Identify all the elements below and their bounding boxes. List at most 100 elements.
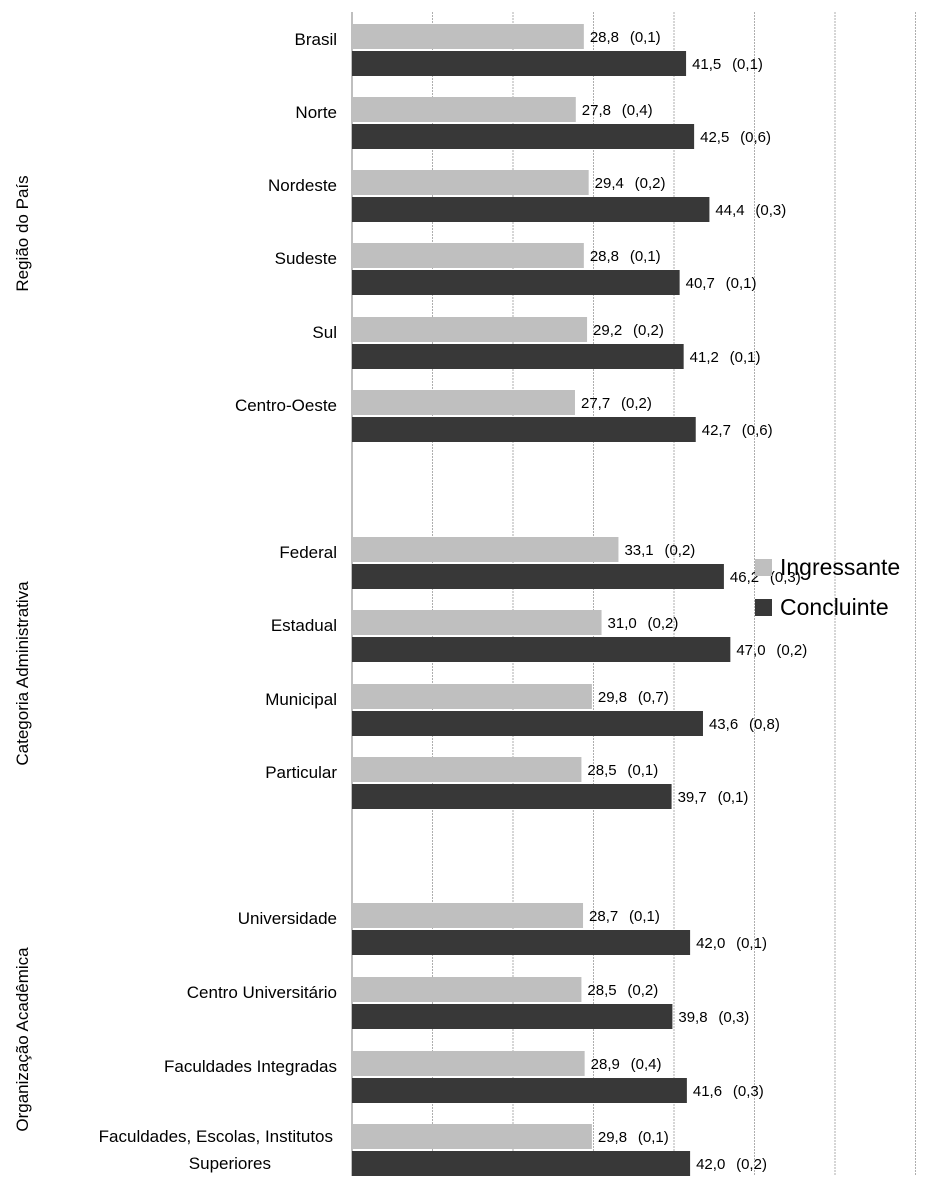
value-label: 42,7 [702,422,731,439]
bar-ingressante-centro-oeste [352,390,575,415]
bar-ingressante-sul [352,317,588,342]
category-label-line: Faculdades, Escolas, Institutos [99,1127,333,1146]
value-label: 29,4 [595,175,624,192]
error-label: (0,2) [627,982,658,999]
bar-ingressante-universidade [352,903,584,928]
error-label: (0,3) [770,569,801,586]
legend-swatch-ingressante [755,559,772,576]
category-label-brasil: Brasil [294,30,337,49]
error-label: (0,1) [736,935,767,952]
value-label: 43,6 [709,716,738,733]
bar-concluinte-centro-oeste [352,417,696,442]
bar-ingressante-estadual [352,610,602,635]
value-label: 28,5 [587,982,616,999]
value-label: 28,8 [590,29,619,46]
bar-ingressante-centro-universitario [352,977,582,1002]
category-label-line: Superiores [189,1154,271,1173]
legend-label-ingressante: Ingressante [780,554,900,580]
bar-concluinte-universidade [352,930,691,955]
value-label: 41,6 [693,1083,722,1100]
error-label: (0,3) [733,1083,764,1100]
error-label: (0,6) [740,129,771,146]
value-label: 29,8 [598,1129,627,1146]
value-label: 46,2 [730,569,759,586]
value-label: 31,0 [608,615,637,632]
value-label: 33,1 [624,542,653,559]
category-labels: Brasil Norte Nordeste Sudeste Sul Centro-Oest… [99,30,338,1173]
error-label: (0,2) [635,175,666,192]
value-label: 27,8 [582,102,611,119]
value-label: 40,7 [686,275,715,292]
error-label: (0,2) [736,1156,767,1173]
error-label: (0,2) [633,322,664,339]
value-labels: 28,8 (0,1) 41,5 (0,1) 27,8 (0,4) 42,5 (0,6) 29,4… [581,29,807,1173]
group-label-regiao-do-pais: Região do País [13,175,32,291]
value-label: 39,8 [678,1009,707,1026]
error-label: (0,1) [630,248,661,265]
error-label: (0,3) [718,1009,749,1026]
bar-concluinte-centro-universitario [352,1004,673,1029]
error-label: (0,2) [776,642,807,659]
error-label: (0,4) [622,102,653,119]
bar-concluinte-norte [352,124,695,149]
error-label: (0,2) [664,542,695,559]
error-label: (0,2) [621,395,652,412]
bar-concluinte-estadual [352,637,731,662]
legend: Ingressante Concluinte [755,554,900,620]
error-label: (0,1) [629,908,660,925]
bar-concluinte-faculdades-integradas [352,1078,687,1103]
bar-concluinte-federal [352,564,724,589]
bar-concluinte-brasil [352,51,687,76]
bar-ingressante-particular [352,757,582,782]
value-label: 29,8 [598,689,627,706]
error-label: (0,1) [638,1129,669,1146]
category-label-nordeste: Nordeste [268,176,337,195]
category-label-norte: Norte [295,103,337,122]
error-label: (0,3) [755,202,786,219]
value-label: 28,5 [587,762,616,779]
bar-concluinte-sul [352,344,684,369]
value-label: 42,5 [700,129,729,146]
value-label: 27,7 [581,395,610,412]
error-label: (0,8) [749,716,780,733]
group-label-categoria-administrativa: Categoria Administrativa [13,581,32,766]
category-label-universidade: Universidade [238,909,337,928]
value-label: 29,2 [593,322,622,339]
category-label-federal: Federal [279,543,337,562]
category-label-centro-universitario: Centro Universitário [187,983,337,1002]
value-label: 42,0 [696,1156,725,1173]
category-label-municipal: Municipal [265,690,337,709]
value-label: 42,0 [696,935,725,952]
value-label: 39,7 [678,789,707,806]
value-label: 41,5 [692,56,721,73]
error-label: (0,1) [726,275,757,292]
error-label: (0,7) [638,689,669,706]
bar-concluinte-municipal [352,711,703,736]
error-label: (0,1) [627,762,658,779]
bars [352,24,731,1176]
bar-ingressante-faculdades-integradas [352,1051,585,1076]
category-label-faculdades-escolas-institutos-superiores: Faculdades, Escolas, Institutos Superiore… [99,1127,333,1173]
bar-ingressante-sudeste [352,243,584,268]
bar-ingressante-federal [352,537,619,562]
legend-label-concluinte: Concluinte [780,594,889,620]
error-label: (0,1) [718,789,749,806]
error-label: (0,6) [742,422,773,439]
value-label: 41,2 [690,349,719,366]
bar-ingressante-municipal [352,684,592,709]
category-label-sudeste: Sudeste [275,249,337,268]
bar-ingressante-norte [352,97,576,122]
value-label: 28,8 [590,248,619,265]
group-labels: Região do País Categoria Administrativa Or… [13,175,32,1131]
category-label-sul: Sul [312,323,337,342]
bar-concluinte-sudeste [352,270,680,295]
bar-ingressante-nordeste [352,170,589,195]
category-label-centro-oeste: Centro-Oeste [235,396,337,415]
bar-concluinte-particular [352,784,672,809]
error-label: (0,4) [631,1056,662,1073]
group-label-organizacao-academica: Organização Acadêmica [13,947,32,1132]
error-label: (0,2) [648,615,679,632]
category-label-estadual: Estadual [271,616,337,635]
bar-ingressante-faculdades-escolas-institutos-superiores [352,1124,592,1149]
